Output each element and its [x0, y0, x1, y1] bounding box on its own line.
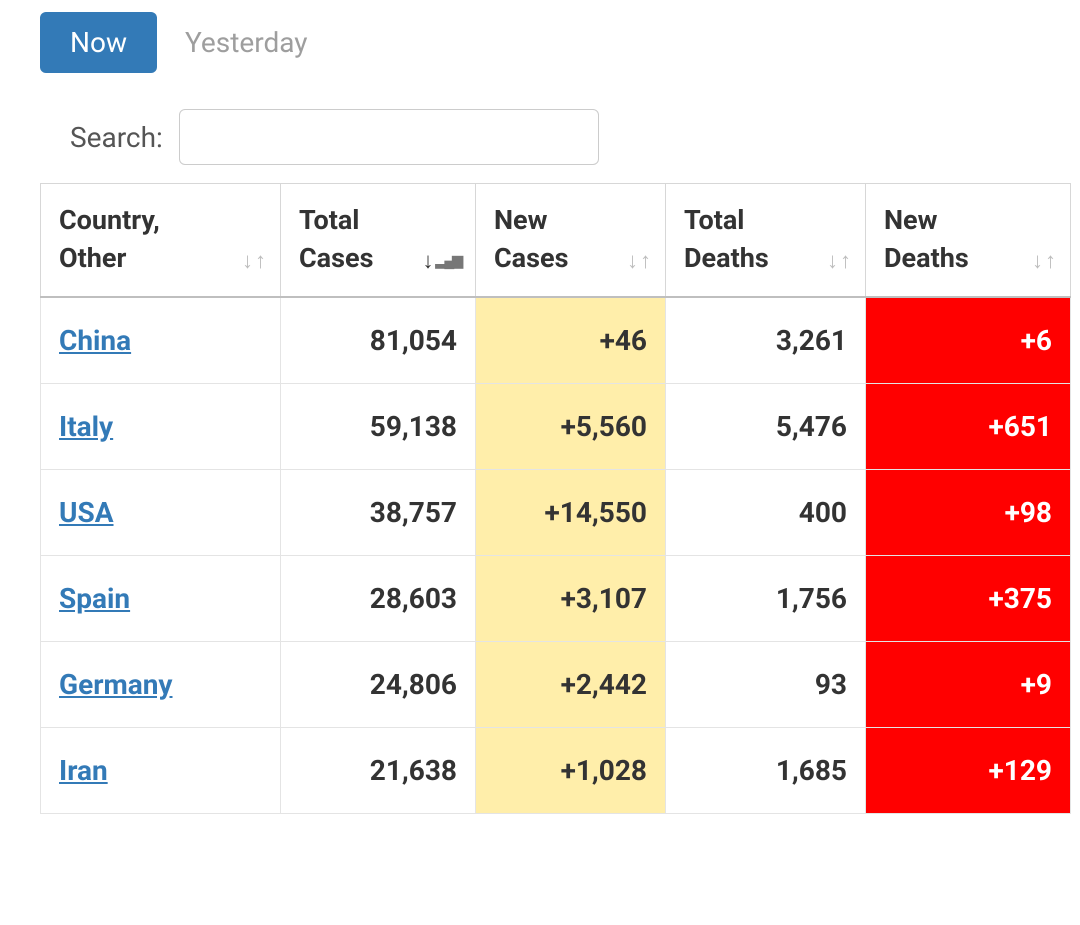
country-cell: China: [41, 297, 281, 384]
search-label: Search:: [70, 121, 163, 154]
search-input[interactable]: [179, 109, 599, 165]
total-deaths-cell: 93: [666, 641, 866, 727]
col-header-label: NewDeaths: [884, 202, 1026, 278]
country-link[interactable]: Iran: [59, 754, 108, 787]
country-cell: Iran: [41, 727, 281, 813]
table-row: China 81,054+463,261+6: [41, 297, 1071, 384]
new-deaths-cell: +98: [866, 469, 1071, 555]
table-row: USA 38,757+14,550400+98: [41, 469, 1071, 555]
country-link[interactable]: USA: [59, 496, 114, 529]
sort-icon: ↓↑: [827, 247, 851, 278]
new-cases-cell: +2,442: [476, 641, 666, 727]
new-deaths-cell: +129: [866, 727, 1071, 813]
tab-now[interactable]: Now: [40, 12, 157, 73]
total-deaths-cell: 1,685: [666, 727, 866, 813]
sort-icon: ↓↑: [242, 247, 266, 278]
col-header-new-cases[interactable]: NewCases ↓↑: [476, 184, 666, 297]
new-deaths-cell: +6: [866, 297, 1071, 384]
country-cell: Germany: [41, 641, 281, 727]
new-cases-cell: +14,550: [476, 469, 666, 555]
total-deaths-cell: 5,476: [666, 383, 866, 469]
table-row: Italy 59,138+5,5605,476+651: [41, 383, 1071, 469]
country-link[interactable]: China: [59, 324, 131, 357]
total-cases-cell: 59,138: [281, 383, 476, 469]
new-cases-cell: +5,560: [476, 383, 666, 469]
search-row: Search:: [40, 109, 1060, 165]
col-header-label: TotalDeaths: [684, 202, 821, 278]
sort-icon: ↓↑: [627, 247, 651, 278]
country-link[interactable]: Spain: [59, 582, 130, 615]
country-cell: USA: [41, 469, 281, 555]
country-link[interactable]: Germany: [59, 668, 173, 701]
new-deaths-cell: +9: [866, 641, 1071, 727]
new-deaths-cell: +375: [866, 555, 1071, 641]
cases-table: Country,Other ↓↑ TotalCases ↓▂▄▆ NewCase…: [40, 183, 1071, 814]
new-cases-cell: +3,107: [476, 555, 666, 641]
total-deaths-cell: 3,261: [666, 297, 866, 384]
total-deaths-cell: 400: [666, 469, 866, 555]
new-cases-cell: +46: [476, 297, 666, 384]
tab-yesterday[interactable]: Yesterday: [175, 12, 318, 73]
table-header-row: Country,Other ↓↑ TotalCases ↓▂▄▆ NewCase…: [41, 184, 1071, 297]
col-header-label: TotalCases: [299, 202, 417, 278]
total-cases-cell: 38,757: [281, 469, 476, 555]
time-tabs: Now Yesterday: [40, 12, 1060, 73]
country-link[interactable]: Italy: [59, 410, 113, 443]
table-row: Spain 28,603+3,1071,756+375: [41, 555, 1071, 641]
col-header-total-deaths[interactable]: TotalDeaths ↓↑: [666, 184, 866, 297]
country-cell: Italy: [41, 383, 281, 469]
col-header-country[interactable]: Country,Other ↓↑: [41, 184, 281, 297]
col-header-label: NewCases: [494, 202, 621, 278]
total-cases-cell: 24,806: [281, 641, 476, 727]
new-deaths-cell: +651: [866, 383, 1071, 469]
col-header-total-cases[interactable]: TotalCases ↓▂▄▆: [281, 184, 476, 297]
new-cases-cell: +1,028: [476, 727, 666, 813]
total-cases-cell: 28,603: [281, 555, 476, 641]
table-row: Iran 21,638+1,0281,685+129: [41, 727, 1071, 813]
table-row: Germany 24,806+2,44293+9: [41, 641, 1071, 727]
total-deaths-cell: 1,756: [666, 555, 866, 641]
table-body: China 81,054+463,261+6 Italy 59,138+5,5605,…: [41, 297, 1071, 814]
sort-desc-icon: ↓▂▄▆: [423, 247, 461, 278]
total-cases-cell: 81,054: [281, 297, 476, 384]
col-header-new-deaths[interactable]: NewDeaths ↓↑: [866, 184, 1071, 297]
sort-icon: ↓↑: [1032, 247, 1056, 278]
country-cell: Spain: [41, 555, 281, 641]
col-header-label: Country,Other: [59, 202, 236, 278]
total-cases-cell: 21,638: [281, 727, 476, 813]
